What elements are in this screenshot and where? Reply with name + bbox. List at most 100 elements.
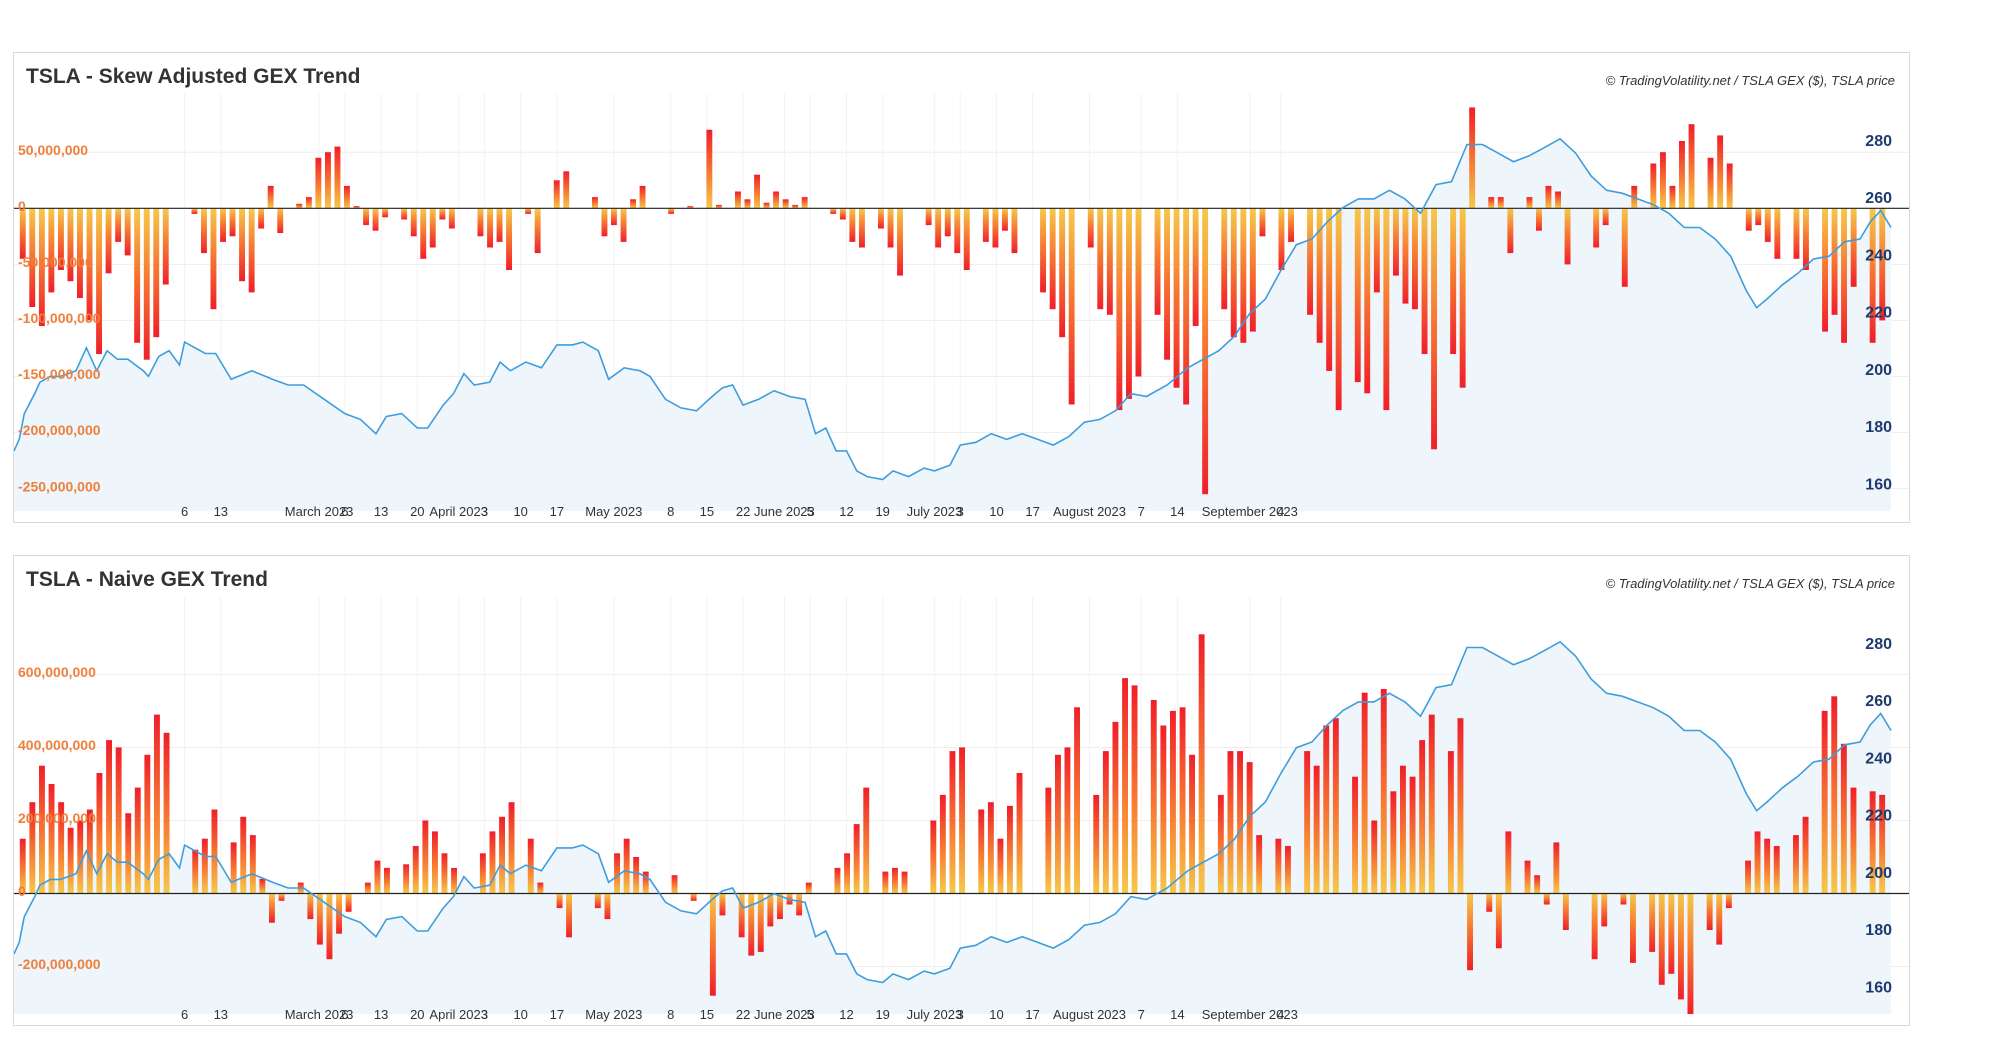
gex-bar[interactable] [1620, 893, 1627, 905]
gex-bar[interactable] [67, 827, 74, 894]
chart-credit[interactable]: © TradingVolatility.net / TSLA GEX ($), … [1605, 73, 1895, 88]
gex-bar[interactable] [1393, 208, 1399, 276]
gex-bar[interactable] [1831, 696, 1838, 894]
chart-credit[interactable]: © TradingVolatility.net / TSLA GEX ($), … [1605, 576, 1895, 591]
gex-bar[interactable] [1431, 208, 1437, 450]
gex-bar[interactable] [1383, 208, 1390, 411]
gex-bar[interactable] [782, 199, 789, 209]
gex-bar[interactable] [1678, 893, 1684, 1000]
gex-bar[interactable] [1093, 794, 1100, 894]
gex-bar[interactable] [1543, 893, 1550, 905]
gex-bar[interactable] [1227, 751, 1234, 894]
gex-bar[interactable] [556, 893, 563, 909]
gex-bar[interactable] [1278, 208, 1285, 270]
gex-bar[interactable] [1164, 208, 1170, 360]
gex-bar[interactable] [839, 208, 846, 220]
gex-bar[interactable] [1650, 163, 1657, 209]
gex-bar[interactable] [211, 809, 218, 894]
gex-bar[interactable] [479, 853, 486, 894]
gex-bar[interactable] [987, 802, 994, 894]
gex-bar[interactable] [1486, 893, 1493, 912]
gex-bar[interactable] [754, 174, 760, 209]
gex-bar[interactable] [744, 199, 751, 209]
gex-bar[interactable] [248, 208, 255, 293]
gex-bar[interactable] [1821, 710, 1828, 894]
gex-bar[interactable] [1669, 185, 1676, 209]
gex-bar[interactable] [58, 208, 64, 270]
gex-bar[interactable] [1173, 208, 1180, 388]
gex-bar[interactable] [735, 191, 741, 209]
gex-bar[interactable] [1002, 208, 1008, 231]
gex-bar[interactable] [410, 208, 417, 237]
gex-bar[interactable] [1688, 124, 1695, 209]
gex-bar[interactable] [1457, 718, 1464, 894]
gex-bar[interactable] [671, 875, 678, 894]
gex-bar[interactable] [1412, 208, 1418, 310]
gex-bar[interactable] [1354, 208, 1361, 383]
gex-bar[interactable] [1373, 208, 1380, 293]
gex-bar[interactable] [115, 747, 122, 894]
gex-bar[interactable] [143, 208, 150, 360]
gex-bar[interactable] [1068, 208, 1075, 405]
gex-bar[interactable] [1154, 208, 1161, 315]
gex-bar[interactable] [134, 208, 141, 343]
gex-bar[interactable] [1840, 743, 1847, 894]
gex-bar[interactable] [1524, 860, 1531, 894]
gex-bar[interactable] [1716, 893, 1723, 945]
gex-bar[interactable] [1707, 157, 1714, 209]
gex-bar[interactable] [715, 204, 722, 209]
gex-bar[interactable] [1526, 197, 1533, 209]
gex-bar[interactable] [1112, 721, 1119, 894]
gex-bar[interactable] [1106, 208, 1113, 315]
price-line[interactable] [14, 640, 1892, 984]
gex-bar[interactable] [353, 206, 360, 209]
gex-bar[interactable] [1488, 197, 1495, 209]
gex-bar[interactable] [1192, 208, 1199, 326]
gex-bar[interactable] [316, 893, 323, 945]
gex-bar[interactable] [1126, 208, 1132, 399]
gex-bar[interactable] [1764, 838, 1771, 894]
gex-bar[interactable] [592, 197, 598, 209]
gex-bar[interactable] [901, 871, 908, 894]
gex-bar[interactable] [191, 208, 198, 214]
gex-bar[interactable] [105, 208, 112, 274]
gex-bar[interactable] [249, 835, 256, 894]
gex-bar[interactable] [944, 208, 951, 237]
gex-bar[interactable] [1217, 794, 1224, 894]
gex-bar[interactable] [630, 199, 636, 209]
gex-bar[interactable] [611, 208, 617, 226]
gex-bar[interactable] [878, 208, 884, 229]
gex-bar[interactable] [269, 893, 275, 923]
gex-bar[interactable] [1256, 835, 1263, 894]
gex-bar[interactable] [690, 893, 697, 901]
gex-bar[interactable] [1505, 831, 1512, 894]
gex-bar[interactable] [1007, 805, 1013, 894]
gex-bar[interactable] [382, 208, 389, 218]
gex-bar[interactable] [1850, 208, 1857, 287]
gex-bar[interactable] [844, 853, 850, 894]
gex-bar[interactable] [1421, 208, 1428, 354]
gex-bar[interactable] [1259, 208, 1266, 237]
gex-bar[interactable] [1313, 765, 1320, 894]
gex-bar[interactable] [1131, 685, 1138, 894]
gex-bar[interactable] [1536, 208, 1542, 231]
gex-bar[interactable] [1591, 893, 1598, 960]
gex-bar[interactable] [1307, 208, 1313, 315]
gex-bar[interactable] [1323, 725, 1330, 894]
gex-bar[interactable] [307, 893, 314, 920]
gex-bar[interactable] [1400, 765, 1406, 894]
gex-bar[interactable] [604, 893, 611, 920]
gex-bar[interactable] [296, 203, 303, 209]
gex-bar[interactable] [1850, 787, 1857, 894]
gex-bar[interactable] [805, 882, 812, 894]
gex-bar[interactable] [1135, 208, 1142, 377]
gex-bar[interactable] [639, 185, 646, 209]
gex-bar[interactable] [325, 152, 331, 209]
gex-bar[interactable] [429, 208, 436, 248]
gex-bar[interactable] [620, 208, 627, 242]
gex-bar[interactable] [939, 794, 946, 894]
gex-bar[interactable] [1275, 838, 1282, 894]
gex-bar[interactable] [1409, 776, 1416, 894]
gex-bar[interactable] [1802, 816, 1809, 894]
gex-bar[interactable] [1841, 208, 1847, 343]
